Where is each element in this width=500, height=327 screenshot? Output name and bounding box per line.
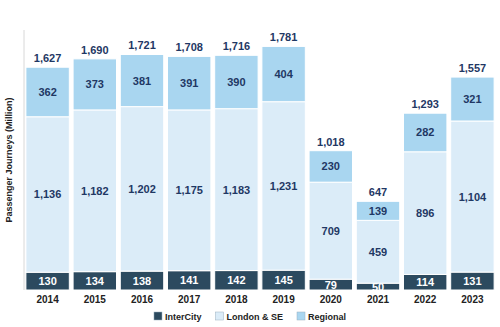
bar-segment [120,107,163,271]
x-tick-label: 2021 [367,294,390,305]
x-tick-label: 2022 [414,294,437,305]
x-tick-label: 2014 [36,294,59,305]
x-tick-label: 2020 [320,294,343,305]
data-label: 145 [274,274,292,286]
bar-segment [167,56,210,110]
data-label: 709 [322,225,340,237]
total-label: 1,627 [34,52,62,64]
data-label: 50 [372,281,384,293]
data-label: 896 [416,207,434,219]
bar-segment [120,54,163,106]
data-label: 131 [463,275,481,287]
data-label: 230 [322,160,340,172]
x-tick-label: 2017 [178,294,201,305]
data-label: 134 [86,275,105,287]
data-label: 141 [180,274,198,286]
x-tick-label: 2023 [461,294,484,305]
data-label: 79 [325,279,337,291]
legend-swatch [216,312,224,320]
total-label: 1,018 [317,136,345,148]
data-label: 362 [38,86,56,98]
bar-segment [309,182,352,279]
data-label: 1,183 [223,184,251,196]
x-tick-label: 2016 [131,294,154,305]
bar-segment [451,121,494,272]
y-axis-label: Passenger Journeys (Million) [4,97,14,222]
legend-item: InterCity [154,312,202,322]
bar-segment [451,77,494,121]
total-label: 647 [369,186,387,198]
bar-segment [403,113,446,152]
data-label: 138 [133,275,151,287]
bars [26,46,494,290]
bar-segment [120,271,163,290]
data-labels: 130 1,136 362 1,627 134 1,182 373 1,690 138 1,202… [34,31,487,292]
bar-segment [309,279,352,290]
bar-segment [262,270,305,290]
legend-swatch [154,312,162,320]
bar-segment [26,117,69,272]
data-label: 282 [416,126,434,138]
data-label: 130 [38,275,56,287]
bar-segment [73,272,116,290]
bar-segment [356,201,399,220]
data-label: 404 [274,68,293,80]
x-tick-label: 2015 [84,294,107,305]
y-axis-line [24,30,25,290]
bar-segment [309,151,352,182]
bar-segment [26,67,69,117]
legend: InterCity London & SE Regional [154,312,346,322]
bar-segment [403,152,446,275]
bar-segment [215,271,258,290]
data-label: 381 [133,75,151,87]
legend-label: Regional [308,312,346,322]
data-label: 1,231 [270,180,298,192]
legend-label: London & SE [227,312,284,322]
data-label: 114 [416,276,435,288]
bar-segment [167,110,210,271]
data-label: 321 [463,93,481,105]
x-tick-label: 2018 [225,294,248,305]
data-label: 142 [227,274,245,286]
x-tick-label: 2019 [272,294,295,305]
total-label: 1,721 [128,39,156,51]
bar-segment [73,110,116,272]
total-label: 1,716 [223,40,251,52]
chart: 130 1,136 362 1,627 134 1,182 373 1,690 138 1,202… [0,0,500,327]
bar-segment [262,46,305,101]
total-label: 1,293 [411,98,439,110]
bar-segment [73,59,116,110]
legend-swatch [297,312,305,320]
bar-segment [356,220,399,283]
bar-segment [26,272,69,290]
bar-segment [167,271,210,290]
data-label: 390 [227,76,245,88]
total-label: 1,708 [175,41,203,53]
data-label: 139 [369,205,387,217]
total-label: 1,690 [81,44,109,56]
data-label: 1,104 [459,191,487,203]
legend-item: Regional [297,312,346,322]
bar-segment [215,109,258,271]
data-label: 391 [180,77,198,89]
data-label: 1,136 [34,188,62,200]
bar-segment [215,55,258,108]
bar-segment [403,274,446,290]
data-label: 1,202 [128,183,156,195]
legend-label: InterCity [165,312,202,322]
legend-item: London & SE [216,312,284,322]
data-label: 1,182 [81,185,109,197]
total-label: 1,781 [270,31,298,43]
data-label: 1,175 [175,184,203,196]
data-label: 459 [369,246,387,258]
total-label: 1,557 [459,62,487,74]
bar-segment [451,272,494,290]
data-label: 373 [86,78,104,90]
bar-segment [262,102,305,270]
